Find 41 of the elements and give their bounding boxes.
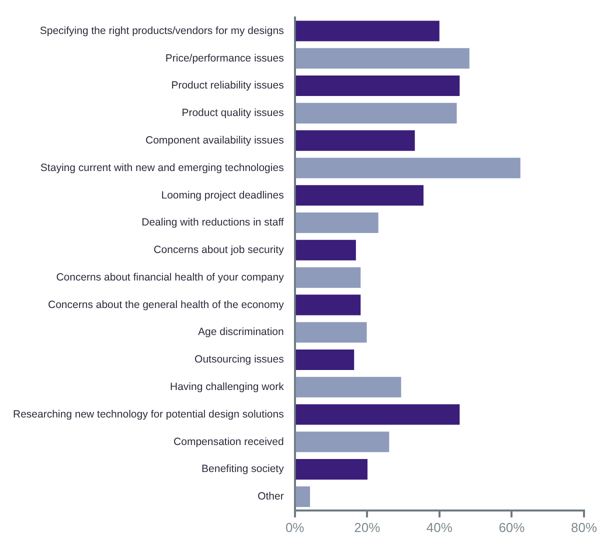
y-tick-label: Benefiting society xyxy=(202,463,285,476)
bar xyxy=(296,404,460,425)
y-tick-label: Product quality issues xyxy=(182,107,284,120)
y-tick-label: Component availability issues xyxy=(146,134,284,146)
y-tick-label: Looming project deadlines xyxy=(161,189,284,202)
y-tick-label: Having challenging work xyxy=(170,381,285,394)
y-tick-label: Other xyxy=(258,490,284,503)
y-tick-label: Specifying the right products/vendors for my designs xyxy=(40,24,284,37)
bar xyxy=(296,349,354,370)
y-tick-label: Concerns about the general health of the economy xyxy=(48,298,285,311)
x-tick-label: 60% xyxy=(498,520,526,535)
bar xyxy=(296,459,368,480)
y-tick-label: Dealing with reductions in staff xyxy=(142,216,284,229)
bar xyxy=(296,20,440,42)
y-tick-label: Researching new technology for potential design solutions xyxy=(12,408,284,420)
x-tick-label: 0% xyxy=(285,520,305,535)
x-tick-label: 20% xyxy=(354,520,381,535)
y-tick-label: Compensation received xyxy=(174,436,284,448)
y-tick-label: Staying current with new and emerging technologies xyxy=(40,162,284,174)
y-tick-label: Product reliability issues xyxy=(171,80,284,92)
bar xyxy=(296,322,367,343)
y-tick-label: Outsourcing issues xyxy=(194,354,284,366)
bar xyxy=(296,76,460,96)
bar xyxy=(296,185,424,206)
x-tick-label: 80% xyxy=(570,520,598,535)
bar xyxy=(296,486,310,507)
bar xyxy=(296,158,520,178)
bar xyxy=(296,294,361,316)
y-tick-label: Concerns about financial health of your company xyxy=(56,271,285,284)
bar xyxy=(296,432,390,452)
bar xyxy=(296,267,361,288)
bar xyxy=(296,240,356,260)
bar xyxy=(296,48,470,69)
x-tick-label: 40% xyxy=(426,520,453,535)
bar xyxy=(296,102,457,124)
bar xyxy=(296,212,378,234)
y-tick-label: Age discrimination xyxy=(198,326,284,338)
y-tick-label: Concerns about job security xyxy=(154,244,285,256)
bar xyxy=(296,376,402,398)
y-tick-label: Price/performance issues xyxy=(165,52,284,64)
bar xyxy=(296,130,415,151)
